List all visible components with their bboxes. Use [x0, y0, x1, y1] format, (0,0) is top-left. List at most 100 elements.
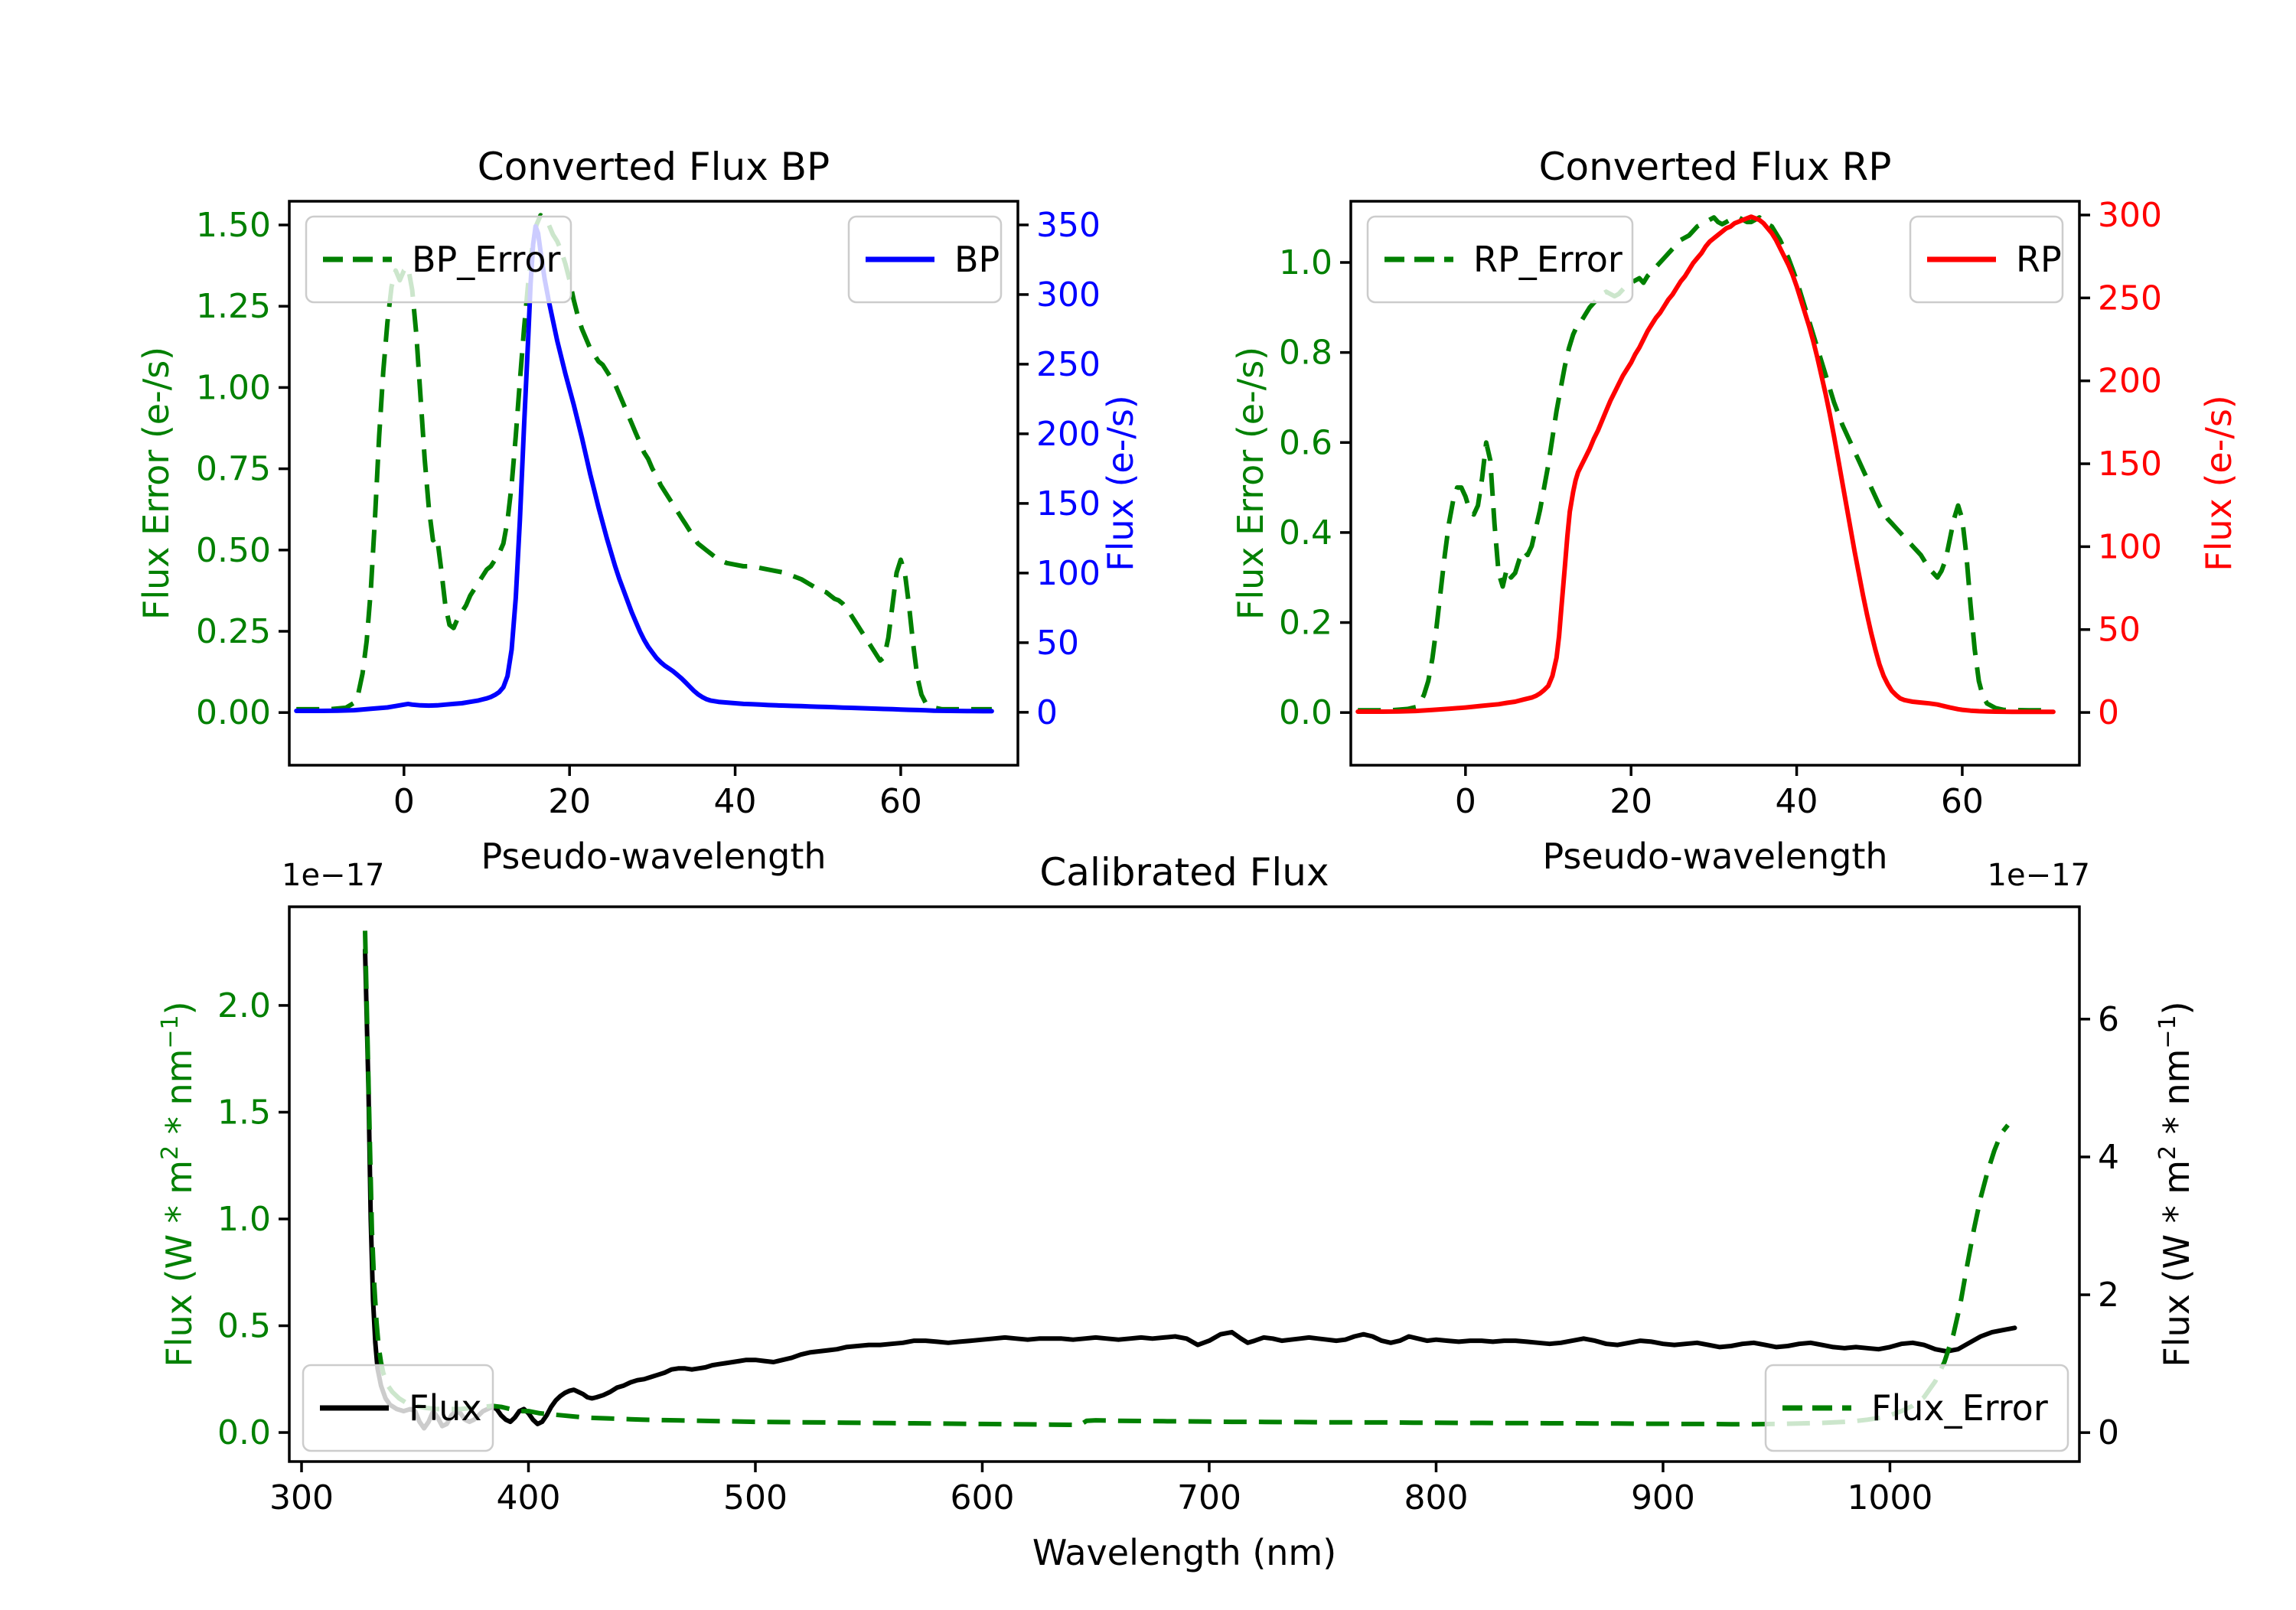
y-tick-label: 0.0: [217, 1413, 271, 1452]
y-tick-label: 0: [1036, 693, 1058, 732]
y-tick-label: 1.00: [196, 368, 271, 407]
y-tick-label: 6: [2098, 1000, 2119, 1039]
legend-bp: BP: [847, 215, 1003, 304]
y-tick-label: 200: [1036, 415, 1101, 454]
x-tick-label: 0: [1455, 782, 1476, 821]
chart-title: Converted Flux RP: [1539, 145, 1892, 189]
chart-converted-flux-bp: BP_Error BP 0 20 40 60 0.00 0.25 0.50 0.75 1.00 1.2…: [135, 145, 1141, 877]
x-tick-label: 800: [1404, 1478, 1468, 1517]
x-tick-label: 60: [1941, 782, 1984, 821]
axis-offset-text: 1e−17: [1988, 858, 2090, 893]
left-axis-label: Flux (W * m2 * nm−1): [157, 1001, 200, 1367]
plot-area: [363, 930, 2017, 1431]
chart-title: Calibrated Flux: [1039, 850, 1329, 895]
legend-label: BP: [954, 239, 1000, 280]
y-tick-label: 250: [2098, 279, 2162, 318]
legend-label: Flux: [409, 1387, 482, 1429]
y-tick-label: 1.25: [196, 287, 271, 326]
plot-area: [1355, 214, 2056, 715]
axes-frame: [288, 200, 1019, 767]
legend-bp_error: BP_Error: [305, 215, 572, 304]
axes-frame: [288, 905, 2081, 1463]
y-tick-label: 1.50: [196, 206, 271, 245]
right-axis-label: Flux (W * m2 * nm−1): [2154, 1001, 2197, 1367]
x-axis-label: Pseudo-wavelength: [1542, 836, 1887, 877]
x-tick-label: 40: [714, 782, 757, 821]
legend-box: [305, 215, 572, 304]
y-tick-label: 0.8: [1279, 334, 1332, 373]
y-tick-label: 2.0: [217, 986, 271, 1025]
x-tick-label: 20: [548, 782, 591, 821]
y-tick-label: 50: [1036, 624, 1079, 663]
series-rp-curve: [1355, 214, 2056, 715]
x-axis-label: Pseudo-wavelength: [481, 836, 826, 877]
y-tick-label: 0.4: [1279, 513, 1332, 552]
legend-label: BP_Error: [412, 239, 561, 280]
y-tick-label: 350: [1036, 206, 1101, 245]
legend-flux: Flux: [302, 1364, 494, 1452]
right-axis-label: Flux (e-/s): [2198, 395, 2239, 572]
left-axis-label: Flux Error (e-/s): [135, 347, 177, 620]
y-tick-label: 250: [1036, 345, 1101, 384]
y-tick-label: 0.50: [196, 531, 271, 570]
y-tick-label: 300: [1036, 275, 1101, 315]
x-tick-label: 400: [497, 1478, 561, 1517]
x-axis-label: Wavelength (nm): [1032, 1532, 1336, 1573]
legend-flux_error: Flux_Error: [1764, 1364, 2069, 1452]
series-bp-curve: [294, 223, 994, 714]
legend-label: RP: [2016, 239, 2062, 280]
x-tick-label: 600: [950, 1478, 1014, 1517]
legend-rp: RP: [1909, 215, 2064, 304]
series-bp_error-curve: [296, 213, 992, 712]
x-tick-label: 0: [393, 782, 415, 821]
y-tick-label: 50: [2098, 611, 2141, 650]
legend-label: Flux_Error: [1871, 1387, 2048, 1429]
y-tick-label: 1.5: [217, 1093, 271, 1132]
chart-converted-flux-rp: RP_Error RP 0 20 40 60 0.0 0.2 0.4 0.6 0.8 1.0 Flux …: [1230, 145, 2239, 877]
y-tick-label: 0.0: [1279, 693, 1332, 732]
y-tick-label: 0: [2098, 1413, 2119, 1452]
x-tick-label: 20: [1609, 782, 1652, 821]
y-tick-label: 0: [2098, 693, 2119, 732]
y-tick-label: 100: [1036, 554, 1101, 593]
y-tick-label: 200: [2098, 362, 2162, 401]
y-tick-label: 0.00: [196, 693, 271, 732]
series-flux-curve: [363, 947, 2017, 1431]
legend-label: RP_Error: [1473, 239, 1623, 280]
right-axis-label: Flux (e-/s): [1100, 395, 1141, 572]
x-tick-label: 700: [1177, 1478, 1241, 1517]
y-tick-label: 150: [1036, 484, 1101, 523]
x-tick-label: 1000: [1847, 1478, 1932, 1517]
chart-title: Converted Flux BP: [478, 145, 830, 189]
legend-box: [302, 1364, 494, 1452]
plot-area: [294, 213, 994, 714]
legend-box: [1764, 1364, 2069, 1452]
axes-frame: [1349, 200, 2081, 767]
series-rp_error-curve: [1358, 215, 2053, 713]
x-tick-label: 900: [1631, 1478, 1695, 1517]
legend-rp_error: RP_Error: [1366, 215, 1634, 304]
y-tick-label: 1.0: [217, 1200, 271, 1239]
x-tick-label: 40: [1776, 782, 1818, 821]
legend-box: [1366, 215, 1634, 304]
y-tick-label: 0.6: [1279, 423, 1332, 462]
y-tick-label: 0.75: [196, 450, 271, 489]
x-tick-label: 300: [269, 1478, 334, 1517]
y-tick-label: 0.2: [1279, 604, 1332, 643]
y-tick-label: 100: [2098, 527, 2162, 566]
left-axis-label: Flux Error (e-/s): [1230, 347, 1271, 620]
y-tick-label: 0.5: [217, 1307, 271, 1346]
y-tick-label: 150: [2098, 445, 2162, 484]
y-tick-label: 300: [2098, 196, 2162, 235]
y-tick-label: 1.0: [1279, 243, 1332, 282]
y-tick-label: 0.25: [196, 612, 271, 651]
chart-calibrated-flux: Flux Flux_Error 300 400 500 600 700 800 900 1000 0…: [157, 850, 2197, 1573]
x-tick-label: 60: [879, 782, 922, 821]
series-flux_error-curve: [363, 930, 2010, 1428]
y-tick-label: 2: [2098, 1276, 2119, 1315]
axis-offset-text: 1e−17: [282, 858, 384, 893]
y-tick-label: 4: [2098, 1138, 2119, 1177]
x-tick-label: 500: [723, 1478, 788, 1517]
